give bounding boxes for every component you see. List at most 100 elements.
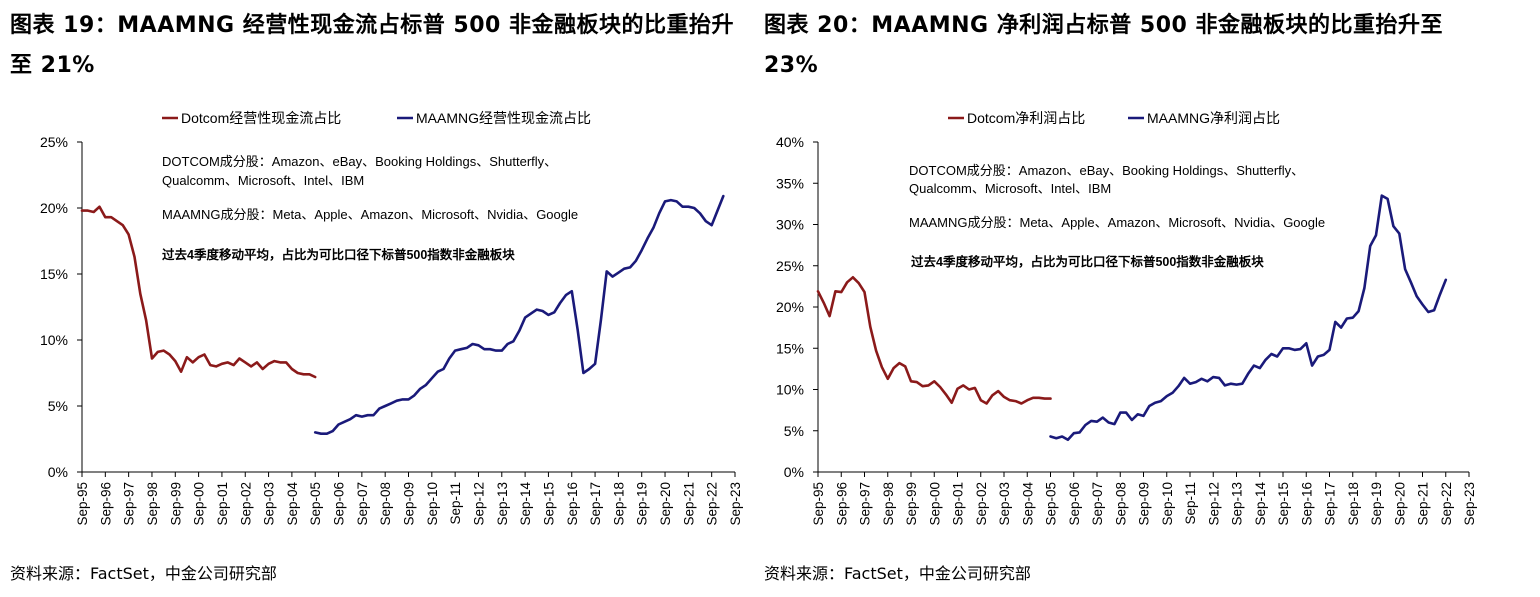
x-tick-label: Sep-21 xyxy=(681,482,696,526)
x-tick-label: Sep-10 xyxy=(425,482,440,526)
x-tick-label: Sep-20 xyxy=(658,482,673,526)
y-tick-label: 0% xyxy=(48,464,68,480)
y-tick-label: 20% xyxy=(40,200,68,216)
note-dotcom-constituents: DOTCOM成分股：Amazon、eBay、Booking Holdings、S… xyxy=(162,154,557,169)
x-tick-label: Sep-22 xyxy=(705,482,720,526)
line-chart-net-income: Dotcom净利润占比 MAAMNG净利润占比 DOTCOM成分股：Amazon… xyxy=(776,110,1477,526)
y-tick-label: 5% xyxy=(48,398,68,414)
x-tick-label: Sep-06 xyxy=(332,482,347,526)
x-tick-label: Sep-14 xyxy=(518,482,533,526)
x-tick-label: Sep-99 xyxy=(168,482,183,526)
note-methodology: 过去4季度移动平均，占比为可比口径下标普500指数非金融板块 xyxy=(162,247,515,262)
chart-title: 图表 19：MAAMNG 经营性现金流占标普 500 非金融板块的比重抬升至 2… xyxy=(10,13,734,78)
series-lines xyxy=(80,194,725,436)
x-tick-label: Sep-09 xyxy=(1137,482,1152,526)
x-tick-label: Sep-05 xyxy=(1044,482,1059,526)
source-note: 资料来源：FactSet，中金公司研究部 xyxy=(10,564,277,583)
x-tick-label: Sep-20 xyxy=(1392,482,1407,526)
legend-label-maamng: MAAMNG经营性现金流占比 xyxy=(416,110,591,126)
x-tick-label: Sep-14 xyxy=(1253,482,1268,526)
x-tick-label: Sep-95 xyxy=(811,482,826,526)
annotation-notes: DOTCOM成分股：Amazon、eBay、Booking Holdings、S… xyxy=(909,163,1325,269)
y-tick-label: 20% xyxy=(776,299,804,315)
y-tick-label: 35% xyxy=(776,175,804,191)
x-tick-label: Sep-07 xyxy=(355,482,370,526)
y-tick-label: 15% xyxy=(40,266,68,282)
note-maamng-constituents: MAAMNG成分股：Meta、Apple、Amazon、Microsoft、Nv… xyxy=(162,207,578,222)
x-tick-label: Sep-19 xyxy=(1369,482,1384,526)
note-dotcom-constituents-cont: Qualcomm、Microsoft、Intel、IBM xyxy=(162,173,364,188)
legend: Dotcom净利润占比 MAAMNG净利润占比 xyxy=(948,110,1280,126)
x-tick-label: Sep-01 xyxy=(215,482,230,526)
y-tick-label: 25% xyxy=(40,134,68,150)
x-tick-label: Sep-19 xyxy=(635,482,650,526)
x-tick-label: Sep-00 xyxy=(192,482,207,526)
x-tick-label: Sep-08 xyxy=(1113,482,1128,526)
series-line-maamng xyxy=(313,194,725,436)
x-tick-label: Sep-08 xyxy=(378,482,393,526)
x-tick-label: Sep-10 xyxy=(1160,482,1175,526)
note-dotcom-constituents: DOTCOM成分股：Amazon、eBay、Booking Holdings、S… xyxy=(909,163,1304,178)
x-tick-label: Sep-97 xyxy=(858,482,873,526)
y-tick-label: 15% xyxy=(776,340,804,356)
x-tick-label: Sep-03 xyxy=(262,482,277,526)
x-tick-label: Sep-05 xyxy=(308,482,323,526)
axes xyxy=(81,142,735,473)
series-line-dotcom xyxy=(80,205,317,379)
series-line-dotcom xyxy=(816,275,1052,405)
series-lines xyxy=(816,194,1448,442)
chart-title: 图表 20：MAAMNG 净利润占标普 500 非金融板块的比重抬升至 23% xyxy=(764,13,1443,78)
x-tick-label: Sep-13 xyxy=(1230,482,1245,526)
y-tick-label: 10% xyxy=(776,382,804,398)
x-tick-label: Sep-15 xyxy=(1276,482,1291,526)
x-tick-label: Sep-17 xyxy=(1323,482,1338,526)
x-tick-label: Sep-09 xyxy=(402,482,417,526)
x-tick-label: Sep-11 xyxy=(1183,482,1198,525)
x-tick-label: Sep-11 xyxy=(448,482,463,525)
legend: Dotcom经营性现金流占比 MAAMNG经营性现金流占比 xyxy=(162,110,591,126)
x-tick-label: Sep-98 xyxy=(145,482,160,526)
legend-label-maamng: MAAMNG净利润占比 xyxy=(1147,110,1280,126)
x-tick-label: Sep-17 xyxy=(588,482,603,526)
x-tick-label: Sep-21 xyxy=(1416,482,1431,526)
x-tick-label: Sep-96 xyxy=(834,482,849,526)
x-tick-label: Sep-02 xyxy=(974,482,989,526)
x-tick-label: Sep-16 xyxy=(565,482,580,526)
x-tick-label: Sep-02 xyxy=(238,482,253,526)
note-dotcom-constituents-cont: Qualcomm、Microsoft、Intel、IBM xyxy=(909,181,1111,196)
x-axis-ticks: Sep-95 Sep-96 Sep-97 Sep-98 Sep-99 Sep-00 Sep-… xyxy=(811,472,1477,526)
x-tick-label: Sep-18 xyxy=(1346,482,1361,526)
x-tick-label: Sep-15 xyxy=(541,482,556,526)
y-axis-ticks: 0% 5% 10% 15% 20% 25% xyxy=(40,134,82,480)
y-tick-label: 5% xyxy=(784,423,804,439)
source-note: 资料来源：FactSet，中金公司研究部 xyxy=(764,564,1031,583)
x-tick-label: Sep-01 xyxy=(951,482,966,526)
y-tick-label: 10% xyxy=(40,332,68,348)
x-tick-label: Sep-06 xyxy=(1067,482,1082,526)
line-chart-cashflow: Dotcom经营性现金流占比 MAAMNG经营性现金流占比 DOTCOM成分股：… xyxy=(40,110,743,526)
x-tick-label: Sep-13 xyxy=(495,482,510,526)
x-tick-label: Sep-97 xyxy=(122,482,137,526)
x-tick-label: Sep-98 xyxy=(881,482,896,526)
x-tick-label: Sep-03 xyxy=(997,482,1012,526)
chart-panel-cashflow: 图表 19：MAAMNG 经营性现金流占标普 500 非金融板块的比重抬升至 2… xyxy=(10,13,743,583)
x-tick-label: Sep-12 xyxy=(471,482,486,526)
x-tick-label: Sep-18 xyxy=(611,482,626,526)
x-tick-label: Sep-99 xyxy=(904,482,919,526)
chart-panel-net-income: 图表 20：MAAMNG 净利润占标普 500 非金融板块的比重抬升至 23% … xyxy=(764,0,1540,597)
x-tick-label: Sep-04 xyxy=(1020,482,1035,526)
y-tick-label: 30% xyxy=(776,217,804,233)
annotation-notes: DOTCOM成分股：Amazon、eBay、Booking Holdings、S… xyxy=(162,154,578,262)
x-tick-label: Sep-00 xyxy=(927,482,942,526)
x-tick-label: Sep-95 xyxy=(75,482,90,526)
x-tick-label: Sep-22 xyxy=(1439,482,1454,526)
y-axis-ticks: 0% 5% 10% 15% 20% 25% 30% 35% 40% xyxy=(776,134,818,480)
x-tick-label: Sep-23 xyxy=(1462,482,1477,526)
axes xyxy=(817,142,1469,473)
x-tick-label: Sep-12 xyxy=(1206,482,1221,526)
y-tick-label: 40% xyxy=(776,134,804,150)
y-tick-label: 0% xyxy=(784,464,804,480)
x-tick-label: Sep-07 xyxy=(1090,482,1105,526)
x-tick-label: Sep-16 xyxy=(1299,482,1314,526)
x-tick-label: Sep-04 xyxy=(285,482,300,526)
